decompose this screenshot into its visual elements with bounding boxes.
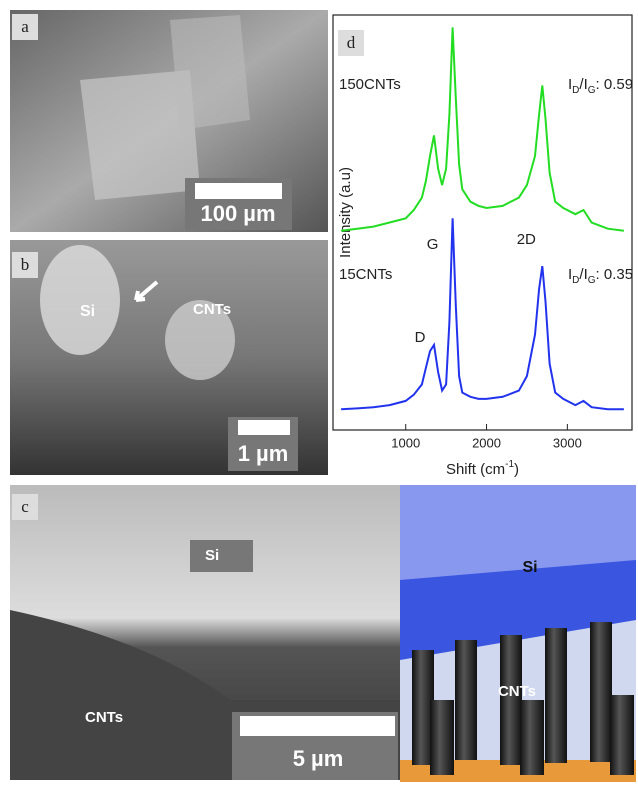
schematic-cnts-label: CNTs	[498, 683, 536, 700]
scale-label: 1 µm	[238, 441, 289, 466]
peak-label: D	[415, 329, 426, 346]
spectrum-line	[341, 218, 624, 409]
cylinder	[500, 635, 522, 765]
panel-label: b	[21, 255, 30, 274]
sem-feature	[40, 245, 120, 355]
ratio-part: /I	[579, 266, 587, 283]
x-tick-label: 1000	[391, 435, 420, 450]
si-label: Si	[205, 547, 219, 564]
cylinder	[430, 700, 454, 775]
peak-label: G	[427, 236, 439, 253]
ratio-label: ID/IG: 0.59	[568, 76, 633, 96]
ratio-label: ID/IG: 0.35	[568, 266, 633, 286]
ratio-part: D	[572, 85, 579, 96]
cylinder	[520, 700, 544, 775]
sem-feature	[170, 15, 250, 130]
figure: a 100 µm b Si CNTs 1 µm c Si CNTs 5 µm S…	[0, 0, 638, 782]
panel-label: d	[347, 33, 356, 52]
scale-bar	[195, 183, 282, 199]
x-label-part: )	[514, 461, 519, 478]
x-tick-label: 2000	[472, 435, 501, 450]
cylinder	[455, 640, 477, 760]
x-label-part: Shift (cm	[446, 461, 505, 478]
raman-chart: d 1000 2000 3000 Shift (cm-1) Intensity (a.u)…	[333, 15, 633, 478]
cylinder	[590, 622, 612, 762]
panel-label: c	[21, 497, 29, 516]
ratio-part: /I	[579, 76, 587, 93]
spectrum-line	[341, 27, 624, 230]
scale-label: 100 µm	[200, 201, 275, 226]
cnts-label: CNTs	[193, 301, 231, 318]
series-label: 15CNTs	[339, 266, 392, 283]
ratio-part: D	[572, 275, 579, 286]
x-tick-label: 3000	[553, 435, 582, 450]
x-axis-label: Shift (cm-1)	[446, 459, 519, 478]
peak-label: 2D	[517, 231, 536, 248]
series-label: 150CNTs	[339, 76, 401, 93]
scale-bar	[238, 420, 290, 435]
ratio-part: : 0.59	[596, 76, 634, 93]
cylinder	[610, 695, 634, 775]
si-label: Si	[80, 303, 95, 320]
schematic-si-label: Si	[522, 559, 537, 576]
y-axis-label: Intensity (a.u)	[337, 167, 354, 258]
scale-label: 5 µm	[293, 746, 344, 771]
panel-label: a	[21, 17, 29, 36]
label-box	[190, 540, 253, 572]
ratio-part: : 0.35	[596, 266, 634, 283]
scale-bar	[240, 716, 395, 736]
cylinder	[545, 628, 567, 763]
cnts-label: CNTs	[85, 709, 123, 726]
